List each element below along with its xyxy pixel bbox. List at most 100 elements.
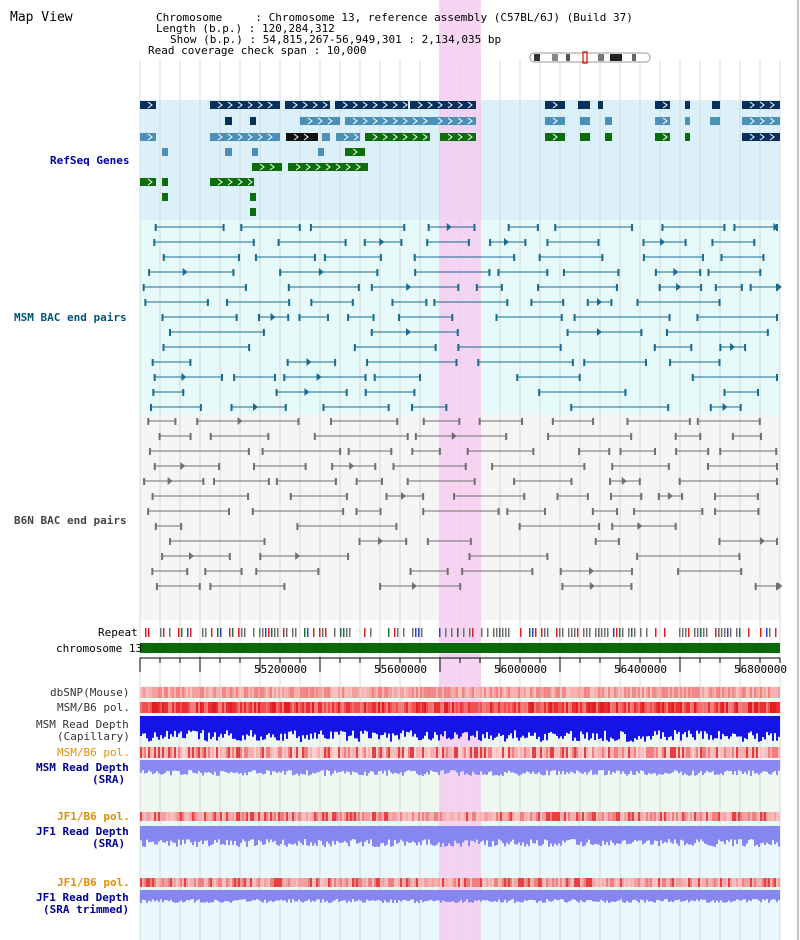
jf1-read-depth-trimmed (738, 890, 740, 900)
b6n-bac-pair-end (218, 463, 221, 470)
msm-b6-polymorphism-sra (200, 747, 202, 758)
msm-b6-polymorphism-sra (706, 747, 708, 758)
b6n-bac-pair-end (675, 448, 678, 455)
msm-bac-pair-end (586, 299, 589, 306)
dbsnp-density (284, 687, 286, 698)
refseq-gene (685, 117, 690, 125)
msm-read-depth-capillary (356, 716, 358, 739)
b6n-bac-pair-end (701, 508, 704, 515)
msm-b6-polymorphism (662, 702, 664, 713)
msm-read-depth-sra (174, 760, 176, 771)
repeat-element (493, 628, 495, 637)
msm-read-depth-capillary (206, 716, 208, 742)
b6n-bac-pair-end (289, 493, 292, 500)
msm-b6-polymorphism (580, 702, 582, 713)
jf1-read-depth-sra (412, 826, 414, 842)
dbsnp-density (180, 687, 182, 698)
msm-b6-polymorphism-sra (468, 747, 470, 758)
jf1-b6-polymorphism-trim (478, 878, 480, 887)
jf1-read-depth-sra (548, 826, 550, 847)
msm-bac-pair-end (274, 374, 277, 381)
dbsnp-density (730, 687, 732, 698)
jf1-b6-polymorphism (304, 812, 306, 821)
dbsnp-density (606, 687, 608, 698)
msm-read-depth-capillary (338, 716, 340, 735)
jf1-b6-polymorphism (558, 812, 560, 821)
jf1-read-depth-trimmed (412, 890, 414, 900)
msm-read-depth-sra (588, 760, 590, 773)
msm-b6-polymorphism (456, 702, 458, 713)
jf1-read-depth-sra (232, 826, 234, 845)
jf1-read-depth-trimmed (476, 890, 478, 901)
b6n-bac-pair-end (681, 493, 684, 500)
jf1-read-depth-trimmed (448, 890, 450, 903)
jf1-read-depth-trimmed (184, 890, 186, 902)
msm-read-depth-sra (198, 760, 200, 771)
jf1-b6-polymorphism-trim (564, 878, 566, 887)
jf1-b6-polymorphism-trim (224, 878, 226, 887)
jf1-b6-polymorphism (512, 812, 514, 821)
jf1-b6-polymorphism (566, 812, 568, 821)
msm-read-depth-capillary (322, 716, 324, 735)
track-label-msm-bac[interactable]: MSM BAC end pairs (14, 311, 127, 324)
jf1-read-depth-trimmed (262, 890, 264, 903)
dbsnp-density (756, 687, 758, 698)
jf1-read-depth-sra (746, 826, 748, 844)
msm-b6-polymorphism-sra (550, 747, 552, 758)
jf1-b6-polymorphism (590, 812, 592, 821)
dbsnp-density (340, 687, 342, 698)
msm-b6-polymorphism-sra (278, 747, 280, 758)
dbsnp-density (452, 687, 454, 698)
msm-b6-polymorphism-sra (694, 747, 696, 758)
msm-bac-pair-end (601, 254, 604, 261)
msm-read-depth-capillary (216, 716, 218, 741)
msm-b6-polymorphism (208, 702, 210, 713)
b6n-bac-pair-end (358, 538, 361, 545)
msm-read-depth-sra (596, 760, 598, 775)
track-label-refseq[interactable]: RefSeq Genes (50, 154, 130, 167)
msm-b6-polymorphism-sra (444, 747, 446, 758)
repeat-element (145, 628, 147, 637)
msm-b6-polymorphism-sra (272, 747, 274, 758)
jf1-read-depth-sra (268, 826, 270, 843)
dbsnp-density (260, 687, 262, 698)
b6n-bac-pair-end (347, 448, 350, 455)
msm-b6-polymorphism (436, 702, 438, 713)
msm-b6-polymorphism-sra (368, 747, 370, 758)
msm-read-depth-capillary (432, 716, 434, 739)
jf1-read-depth-sra (666, 826, 668, 843)
refseq-gene (318, 148, 324, 156)
jf1-read-depth-sra (286, 826, 288, 847)
jf1-b6-polymorphism-trim (506, 878, 508, 887)
track-label-b6n-bac[interactable]: B6N BAC end pairs (14, 514, 127, 527)
msm-b6-polymorphism-sra (624, 747, 626, 758)
jf1-read-depth-trimmed (674, 890, 676, 901)
jf1-read-depth-trimmed (404, 890, 406, 900)
msm-read-depth-capillary (624, 716, 626, 735)
jf1-read-depth-trimmed (384, 890, 386, 901)
jf1-read-depth-trimmed (246, 890, 248, 902)
dbsnp-density (696, 687, 698, 698)
dbsnp-density (772, 687, 774, 698)
msm-b6-polymorphism-sra (140, 747, 142, 758)
msm-b6-polymorphism-sra (656, 747, 658, 758)
msm-read-depth-capillary (492, 716, 494, 740)
msm-b6-polymorphism-sra (336, 747, 338, 758)
msm-read-depth-sra (172, 760, 174, 771)
msm-b6-polymorphism (490, 702, 492, 713)
dbsnp-density (178, 687, 180, 698)
jf1-b6-polymorphism (298, 812, 300, 821)
track-label-jf1-read-depth-sra: JF1 Read Depth (36, 825, 129, 838)
jf1-b6-polymorphism-trim (340, 878, 342, 887)
msm-read-depth-capillary (300, 716, 302, 742)
gene-strand-arrow (217, 101, 223, 109)
msm-b6-polymorphism-sra (352, 747, 354, 758)
jf1-b6-polymorphism (702, 812, 704, 821)
jf1-b6-polymorphism (356, 812, 358, 821)
msm-read-depth-capillary (382, 716, 384, 735)
jf1-b6-polymorphism (764, 812, 766, 821)
jf1-b6-polymorphism-trim (326, 878, 328, 887)
dbsnp-density (566, 687, 568, 698)
b6n-bac-pair-end (153, 463, 156, 470)
